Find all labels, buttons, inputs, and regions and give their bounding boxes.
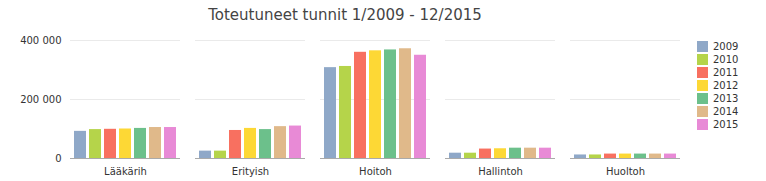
- html-text:2009: 2009: [713, 41, 739, 52]
- html-text:2012: 2012: [713, 80, 739, 91]
- svg-text:200 000: 200 000: [20, 94, 61, 105]
- html-text:2010: 2010: [713, 54, 739, 65]
- svg-text:Lääkärih: Lääkärih: [104, 166, 147, 177]
- svg-text:Erityish: Erityish: [232, 166, 269, 177]
- svg-text:Hallintoh: Hallintoh: [478, 166, 523, 177]
- svg-text:Hoitoh: Hoitoh: [359, 166, 392, 177]
- svg-text:0: 0: [55, 153, 61, 164]
- html-text:Toteutuneet tunnit 1/2009 - 12: Toteutuneet tunnit 1/2009 - 12/2015: [208, 6, 482, 24]
- html-text:2015: 2015: [713, 119, 739, 130]
- svg-text:400 000: 400 000: [20, 35, 61, 46]
- html-text:2011: 2011: [713, 67, 739, 78]
- html-text:2013: 2013: [713, 93, 739, 104]
- html-text:2014: 2014: [713, 106, 739, 117]
- svg-text:Huoltoh: Huoltoh: [606, 166, 645, 177]
